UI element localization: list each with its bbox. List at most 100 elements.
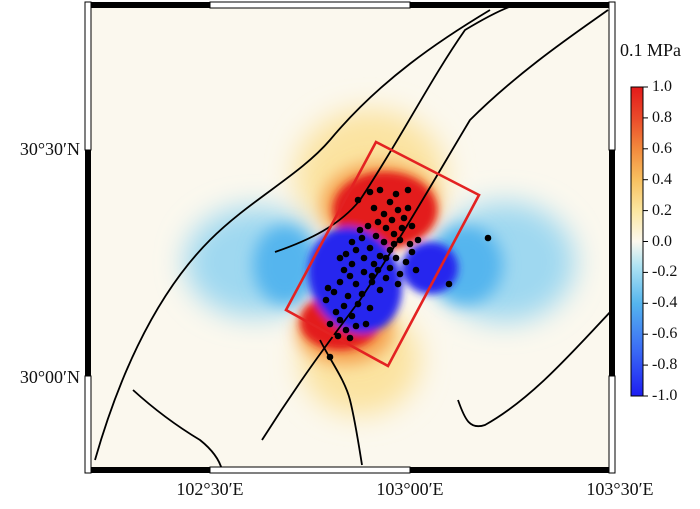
- fault-trace: [274, 5, 516, 253]
- aftershock-dot: [390, 230, 398, 238]
- aftershock-dot: [332, 308, 340, 316]
- aftershock-dot: [376, 252, 384, 260]
- aftershock-dot: [348, 260, 356, 268]
- aftershock-dot: [366, 304, 374, 312]
- aftershock-dot: [360, 268, 368, 276]
- aftershock-dot: [396, 236, 404, 244]
- aftershock-dot: [336, 254, 344, 262]
- aftershock-dot: [414, 236, 422, 244]
- aftershock-dot: [386, 246, 394, 254]
- lon-label-103-00: 103°00′E: [376, 479, 444, 499]
- aftershock-dot: [394, 280, 402, 288]
- colorbar-tick-label: -0.2: [652, 263, 678, 281]
- aftershock-dot: [402, 258, 410, 266]
- aftershock-dot: [368, 278, 376, 286]
- aftershock-dot: [368, 272, 376, 280]
- aftershock-dot: [445, 280, 453, 288]
- aftershock-dot: [344, 292, 352, 300]
- aftershock-dot: [362, 320, 370, 328]
- aftershock-dot: [388, 216, 396, 224]
- fault-trace: [261, 9, 609, 441]
- aftershock-dot: [354, 300, 362, 308]
- aftershock-dot: [392, 254, 400, 262]
- aftershock-dot: [346, 334, 354, 342]
- colorbar: [630, 86, 648, 397]
- aftershock-dot: [370, 260, 378, 268]
- aftershock-dot: [394, 206, 402, 214]
- aftershock-dot: [348, 312, 356, 320]
- colorbar-tick-label: -0.6: [652, 325, 678, 343]
- aftershock-dot: [412, 266, 420, 274]
- lon-label-102-30: 102°30′E: [176, 479, 244, 499]
- aftershock-dot: [386, 264, 394, 272]
- aftershock-dot: [390, 240, 398, 248]
- aftershock-dot: [358, 290, 366, 298]
- aftershock-dot: [380, 210, 388, 218]
- lat-label-30-00: 30°00′N: [19, 367, 80, 387]
- aftershock-dot: [358, 234, 366, 242]
- colorbar-ramp: [630, 86, 644, 397]
- aftershock-dot: [352, 246, 360, 254]
- aftershock-dot: [336, 316, 344, 324]
- aftershock-dot: [324, 284, 332, 292]
- aftershock-dot: [352, 322, 360, 330]
- colorbar-tick-label: 0.8: [652, 108, 672, 126]
- aftershock-dot: [370, 204, 378, 212]
- colorbar-title: 0.1 MPa: [620, 40, 682, 60]
- aftershock-dot: [484, 234, 492, 242]
- aftershock-dot: [376, 186, 384, 194]
- fault-trace: [94, 9, 491, 461]
- aftershock-dot: [340, 266, 348, 274]
- colorbar-tick-label: 0.2: [652, 201, 672, 219]
- aftershock-dot: [376, 286, 384, 294]
- aftershock-dot: [340, 302, 348, 310]
- aftershock-dot: [348, 238, 356, 246]
- aftershock-dot: [322, 296, 330, 304]
- aftershock-dot: [408, 248, 416, 256]
- aftershock-dot: [354, 196, 362, 204]
- colorbar-tick-label: 0.6: [652, 139, 672, 157]
- colorbar-tick-label: 0.4: [652, 170, 672, 188]
- aftershock-dot: [396, 270, 404, 278]
- aftershock-dot: [364, 222, 372, 230]
- colorbar-tick-label: -0.4: [652, 294, 678, 312]
- aftershock-dot: [360, 254, 368, 262]
- colorbar-tick-label: 0.0: [652, 232, 672, 250]
- lon-label-103-30: 103°30′E: [586, 479, 654, 499]
- aftershock-dot: [352, 280, 360, 288]
- aftershock-dot: [382, 224, 390, 232]
- aftershock-dot: [404, 186, 412, 194]
- colorbar-tick-label: 1.0: [652, 78, 672, 95]
- aftershock-dot: [382, 254, 390, 262]
- aftershock-dot: [380, 238, 388, 246]
- aftershock-dot: [366, 188, 374, 196]
- aftershock-events: [322, 186, 492, 361]
- fault-trace: [457, 309, 612, 428]
- aftershock-dot: [326, 320, 334, 328]
- colorbar-tick-label: -0.8: [652, 356, 678, 374]
- aftershock-dot: [408, 222, 416, 230]
- lat-label-30-30: 30°30′N: [19, 139, 80, 159]
- map-frame: [84, 1, 616, 474]
- aftershock-dot: [326, 353, 334, 361]
- colorbar-tick-label: -1.0: [652, 387, 678, 404]
- aftershock-dot: [334, 332, 342, 340]
- aftershock-dot: [366, 244, 374, 252]
- aftershock-dot: [372, 232, 380, 240]
- aftershock-dot: [398, 224, 406, 232]
- aftershock-dot: [330, 288, 338, 296]
- fault-trace: [132, 389, 223, 470]
- aftershock-dot: [374, 218, 382, 226]
- aftershock-dot: [346, 272, 354, 280]
- rupture-plane-box: [284, 140, 481, 368]
- aftershock-dot: [386, 198, 394, 206]
- aftershock-dot: [342, 250, 350, 258]
- aftershock-dot: [404, 204, 412, 212]
- aftershock-dot: [336, 278, 344, 286]
- aftershock-dot: [356, 226, 364, 234]
- aftershock-dot: [406, 240, 414, 248]
- aftershock-dot: [374, 266, 382, 274]
- aftershock-dot: [382, 274, 390, 282]
